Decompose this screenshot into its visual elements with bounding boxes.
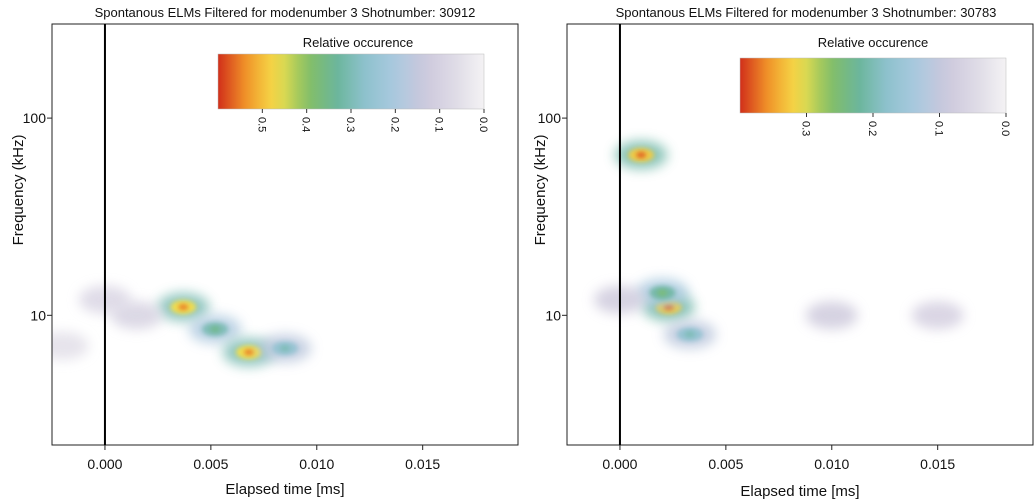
y-tick-label: 100 <box>538 110 562 126</box>
colorbar-tick-label: 0.5 <box>255 117 267 132</box>
colorbar-tick-label: 0.3 <box>800 121 812 136</box>
colorbar-tick-label: 0.2 <box>866 121 878 136</box>
heat-spot <box>222 338 275 367</box>
colorbar-tick-label: 0.3 <box>344 117 356 132</box>
x-tick-label: 0.010 <box>299 456 334 472</box>
colorbar-ticks: 0.5 0.4 0.3 0.2 0.1 0.0 <box>255 109 489 132</box>
colorbar-gradient <box>217 53 485 110</box>
plot-frame <box>51 23 519 446</box>
heatmap-panel-right: Spontanous ELMs Filtered for modenumber … <box>532 5 1034 500</box>
x-axis-label: Elapsed time [ms] <box>225 481 344 498</box>
x-tick-label: 0.015 <box>920 456 955 472</box>
heat-spot <box>805 301 858 330</box>
x-ticks: 0.000 0.005 0.010 0.015 <box>602 445 955 472</box>
y-ticks: 10 100 <box>23 110 52 323</box>
panel-title: Spontanous ELMs Filtered for modenumber … <box>616 5 997 20</box>
heat-spot <box>189 315 242 344</box>
x-tick-label: 0.000 <box>602 456 637 472</box>
colorbar-ticks: 0.3 0.2 0.1 0.0 <box>800 113 1011 136</box>
x-tick-label: 0.000 <box>87 456 122 472</box>
colorbar-tick-label: 0.2 <box>388 117 400 132</box>
heat-spot <box>52 331 89 360</box>
y-tick-label: 10 <box>30 307 46 323</box>
colorbar-gradient <box>739 57 1007 114</box>
x-ticks: 0.000 0.005 0.010 0.015 <box>87 445 440 472</box>
colorbar-tick-label: 0.1 <box>433 117 445 132</box>
x-axis-label: Elapsed time [ms] <box>740 483 859 500</box>
colorbar: Relative occurence 0.5 0.4 0.3 0.2 0.1 0.0 <box>217 35 489 132</box>
y-tick-label: 100 <box>23 110 47 126</box>
panel-title: Spontanous ELMs Filtered for modenumber … <box>95 5 476 20</box>
heat-spot <box>615 140 668 169</box>
y-axis-label: Frequency (kHz) <box>532 135 549 246</box>
x-tick-label: 0.010 <box>814 456 849 472</box>
heat-spot <box>157 293 210 322</box>
colorbar-title: Relative occurence <box>303 35 414 50</box>
heatmap-area <box>593 140 964 349</box>
heat-spot <box>663 320 716 349</box>
colorbar-tick-label: 0.0 <box>477 117 489 132</box>
heat-spot <box>636 278 689 307</box>
colorbar: Relative occurence 0.3 0.2 0.1 0.0 <box>739 35 1011 136</box>
heat-spot <box>911 301 964 330</box>
y-axis-label: Frequency (kHz) <box>10 135 27 246</box>
x-tick-label: 0.005 <box>193 456 228 472</box>
y-tick-label: 10 <box>545 307 561 323</box>
x-tick-label: 0.005 <box>708 456 743 472</box>
plot-frame <box>566 23 1034 446</box>
heat-spot <box>259 334 311 363</box>
colorbar-tick-label: 0.4 <box>300 117 312 132</box>
x-tick-label: 0.015 <box>405 456 440 472</box>
colorbar-tick-label: 0.0 <box>999 121 1011 136</box>
heatmap-panel-left: Spontanous ELMs Filtered for modenumber … <box>10 5 519 498</box>
colorbar-title: Relative occurence <box>818 35 929 50</box>
colorbar-tick-label: 0.1 <box>933 121 945 136</box>
y-ticks: 10 100 <box>538 110 567 323</box>
heatmap-area <box>52 285 311 367</box>
